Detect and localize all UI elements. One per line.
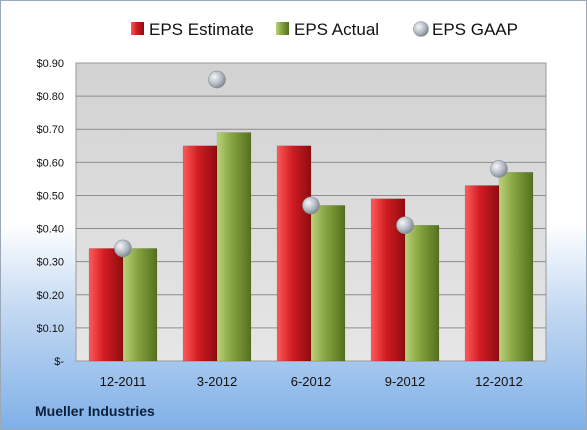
legend-label: EPS Estimate <box>149 20 254 39</box>
company-name: Mueller Industries <box>35 403 155 419</box>
y-tick-label: $- <box>54 356 64 368</box>
bars <box>88 132 534 362</box>
legend-swatch <box>413 21 429 37</box>
gaap-point <box>302 196 320 215</box>
bar-eps-actual <box>404 224 440 362</box>
x-axis: 12-2011 3-2012 6-2012 9-2012 12-2012 <box>100 374 523 389</box>
y-tick-label: $0.80 <box>36 91 64 103</box>
y-tick-label: $0.90 <box>36 58 64 70</box>
gaap-point <box>490 160 508 178</box>
bar-eps-actual <box>216 132 252 362</box>
y-tick-label: $0.10 <box>36 323 64 335</box>
y-tick-label: $0.50 <box>36 190 64 202</box>
x-tick-label: 6-2012 <box>291 374 331 389</box>
gaap-points <box>114 70 508 258</box>
x-tick-label: 12-2012 <box>475 374 523 389</box>
gaap-point <box>396 216 414 235</box>
legend-swatch <box>276 22 289 35</box>
legend-swatch <box>131 22 144 35</box>
y-tick-label: $0.70 <box>36 124 64 136</box>
bar-eps-estimate <box>276 145 312 362</box>
x-tick-label: 9-2012 <box>385 374 425 389</box>
gaap-point <box>208 70 226 89</box>
bar-eps-actual <box>310 205 346 362</box>
bar-eps-estimate <box>182 145 218 362</box>
x-tick-label: 12-2011 <box>100 374 147 389</box>
y-tick-label: $0.40 <box>36 224 64 236</box>
x-tick-label: 3-2012 <box>197 374 237 389</box>
legend-label: EPS GAAP <box>432 20 518 39</box>
y-tick-label: $0.20 <box>36 290 64 302</box>
gaap-point <box>114 239 132 258</box>
bar-eps-actual <box>498 172 534 362</box>
y-tick-label: $0.30 <box>36 257 64 269</box>
legend-label: EPS Actual <box>294 20 379 39</box>
y-tick-label: $0.60 <box>36 157 64 169</box>
bar-eps-estimate <box>464 185 500 362</box>
y-axis: $- $0.10 $0.20 $0.30 $0.40 $0.50 $0.60 $0.70 $0.… <box>36 58 64 368</box>
bar-eps-actual <box>122 248 158 362</box>
bar-eps-estimate <box>88 248 124 362</box>
legend: EPS Estimate EPS Actual EPS GAAP <box>131 20 518 39</box>
